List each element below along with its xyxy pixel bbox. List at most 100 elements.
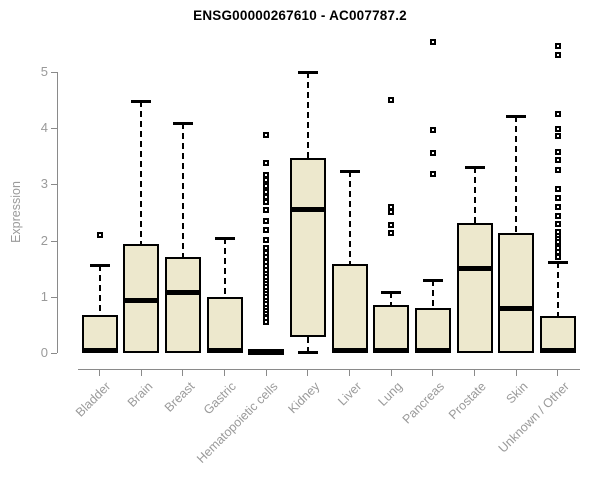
median-line (206, 348, 243, 354)
median-line (123, 298, 160, 304)
median-line (498, 305, 535, 311)
outlier-point (429, 150, 436, 157)
outlier-point (554, 51, 561, 58)
median-line (289, 207, 326, 213)
median-line (373, 348, 410, 354)
y-axis-tick (51, 353, 57, 354)
upper-whisker (306, 71, 309, 158)
lower-whisker (306, 336, 309, 353)
y-axis-tick-label: 4 (40, 120, 48, 136)
outlier-point (263, 194, 270, 201)
outlier-point (263, 236, 270, 243)
y-axis-tick-label: 3 (40, 176, 48, 192)
outlier-point (263, 315, 270, 322)
median-line (81, 348, 118, 354)
outlier-point (263, 258, 270, 265)
outlier-point (263, 218, 270, 225)
outlier-point (388, 203, 395, 210)
box-iqr (414, 308, 451, 353)
outlier-point (554, 157, 561, 164)
box-iqr (456, 222, 493, 353)
box-iqr (81, 314, 118, 353)
outlier-point (429, 126, 436, 133)
outlier-point (554, 213, 561, 220)
outlier-point (263, 171, 270, 178)
upper-whisker (181, 122, 184, 258)
upper-whisker (98, 264, 101, 315)
outlier-point (263, 244, 270, 251)
x-axis-tick-label: Bladder (73, 379, 114, 420)
chart-title: ENSG00000267610 - AC007787.2 (193, 8, 407, 23)
upper-whisker-cap (422, 278, 443, 282)
x-axis-tick (182, 369, 184, 376)
upper-whisker (515, 116, 518, 233)
x-axis-tick (390, 369, 392, 376)
outlier-point (554, 126, 561, 133)
outlier-point (263, 182, 270, 189)
box-iqr (498, 232, 535, 353)
median-line (414, 348, 451, 354)
upper-whisker (431, 279, 434, 308)
outlier-point (554, 43, 561, 50)
box-iqr (164, 257, 201, 353)
x-axis-tick (432, 369, 434, 376)
box-iqr (373, 305, 410, 353)
median-line (248, 349, 285, 355)
y-axis-label: Expression (9, 181, 23, 243)
x-axis-tick-label: Pancreas (399, 379, 448, 427)
median-line (539, 348, 576, 354)
y-axis-tick (51, 296, 57, 298)
upper-whisker-cap (214, 237, 235, 241)
y-axis-tick (51, 128, 57, 130)
outlier-point (388, 221, 395, 228)
x-axis-tick (307, 369, 309, 376)
x-axis-tick (474, 369, 476, 376)
box-iqr (331, 264, 368, 353)
outlier-point (554, 203, 561, 210)
outlier-point (263, 249, 270, 256)
x-axis-tick (265, 369, 267, 376)
y-axis-tick-label: 5 (40, 63, 48, 79)
outlier-point (554, 221, 561, 228)
outlier-point (429, 38, 436, 45)
x-axis-tick (140, 369, 142, 376)
x-axis-tick-label: Breast (161, 379, 198, 415)
outlier-point (554, 228, 561, 235)
upper-whisker-cap (506, 115, 527, 119)
y-axis-line (57, 71, 58, 353)
box-iqr (206, 296, 243, 353)
outlier-point (554, 166, 561, 173)
outlier-point (388, 230, 395, 237)
median-line (331, 348, 368, 354)
x-axis-tick (515, 369, 517, 376)
x-axis-tick-label: Skin (503, 379, 531, 407)
outlier-point (96, 231, 103, 238)
outlier-point (554, 133, 561, 140)
outlier-point (554, 185, 561, 192)
y-axis-tick (51, 240, 57, 242)
y-axis-tick-label: 2 (40, 232, 48, 248)
median-line (456, 266, 493, 272)
upper-whisker (223, 238, 226, 297)
outlier-point (554, 245, 561, 252)
x-axis-tick-label: Brain (124, 379, 156, 410)
outlier-point (263, 132, 270, 139)
box-iqr (289, 157, 326, 337)
outlier-point (554, 148, 561, 155)
outlier-point (388, 208, 395, 215)
x-axis-tick-label: Lung (375, 379, 406, 409)
upper-whisker (140, 101, 143, 245)
upper-whisker-cap (547, 260, 568, 264)
outlier-point (263, 160, 270, 167)
outlier-point (263, 207, 270, 214)
upper-whisker-cap (464, 165, 485, 169)
y-axis-tick-label: 0 (40, 345, 48, 360)
y-axis-tick (51, 71, 57, 73)
outlier-point (263, 176, 270, 183)
outlier-point (429, 171, 436, 178)
upper-whisker-cap (381, 290, 402, 294)
outlier-point (263, 226, 270, 233)
x-axis-tick-label: Kidney (285, 379, 323, 417)
upper-whisker-cap (172, 121, 193, 125)
